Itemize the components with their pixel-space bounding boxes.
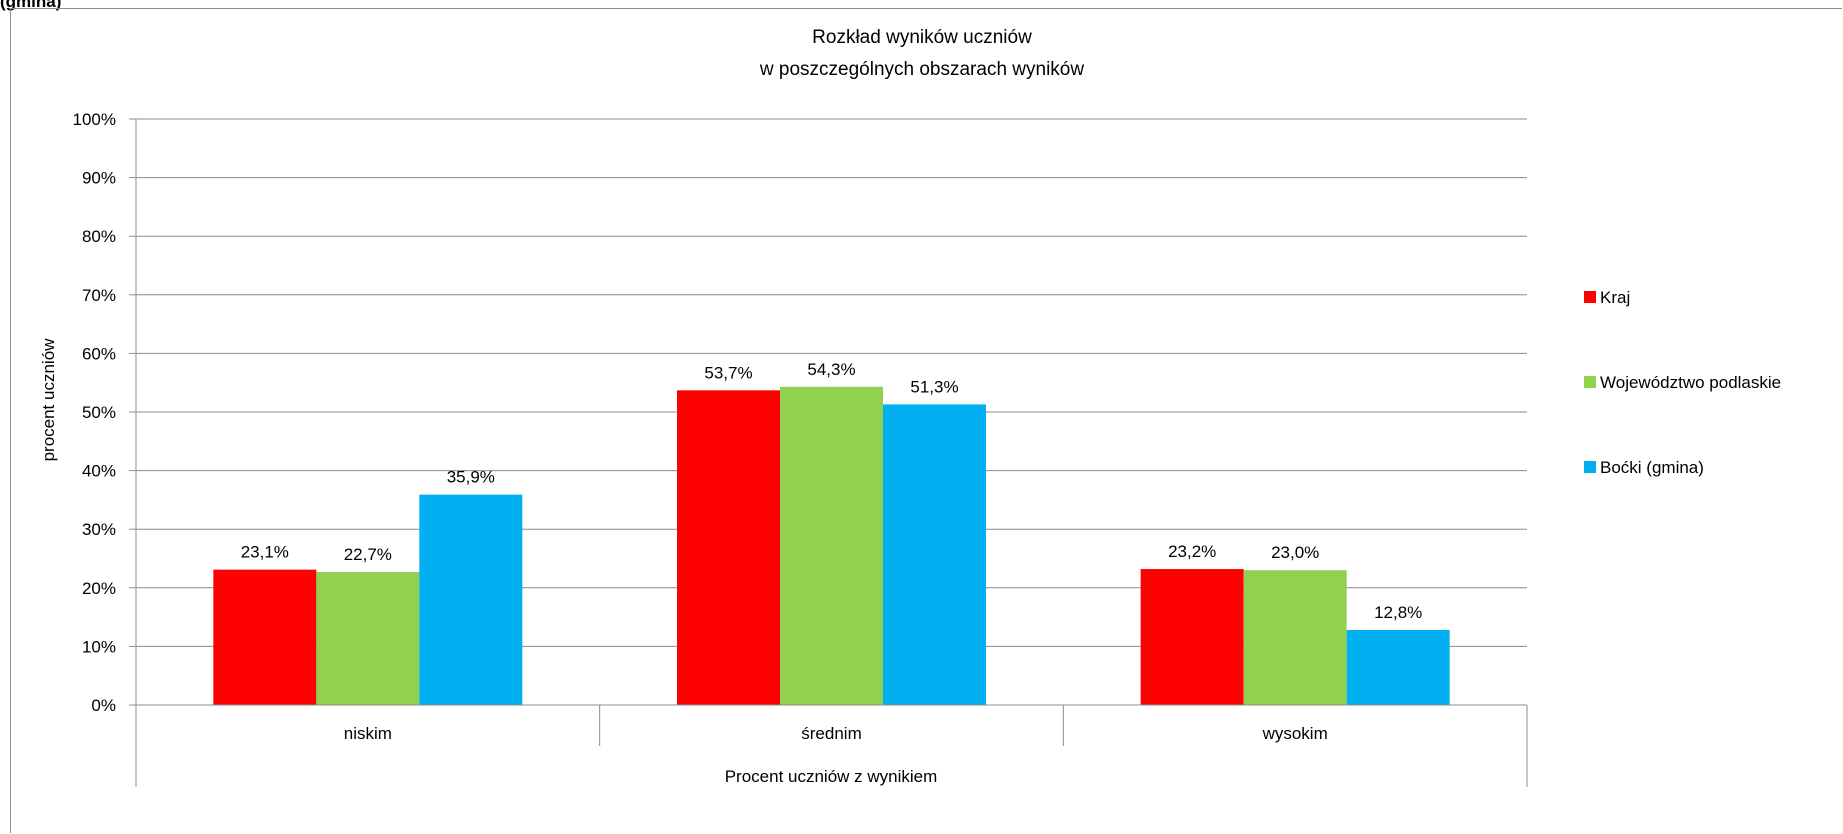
data-label: 12,8% — [1374, 603, 1422, 622]
bar — [677, 390, 780, 705]
y-tick-label: 40% — [82, 462, 116, 481]
x-tick-label: średnim — [801, 724, 861, 743]
data-labels: 23,1% 22,7% 35,9% 53,7% 54,3% 51,3% 23,2% 23,0%… — [241, 360, 1423, 622]
x-tick-label: niskim — [344, 724, 392, 743]
chart-title: Rozkład wyników uczniów — [812, 27, 1032, 48]
data-label: 53,7% — [704, 363, 752, 382]
legend: Kraj Województwo podlaskie Boćki (gmina) — [1584, 288, 1781, 477]
data-label: 23,1% — [241, 543, 289, 562]
legend-label: Boćki (gmina) — [1600, 458, 1704, 477]
bar — [1140, 569, 1244, 705]
y-tick-label: 30% — [82, 520, 116, 539]
y-tick-label: 90% — [82, 169, 116, 188]
header-fragment: (gmina) — [0, 0, 62, 11]
legend-swatch — [1584, 461, 1596, 473]
chart-frame — [10, 8, 1842, 833]
data-label: 35,9% — [447, 468, 495, 487]
y-axis-ticks: 0% 10% 20% 30% 40% 50% 60% 70% 80% 90% 100% — [73, 110, 136, 715]
y-tick-label: 100% — [73, 110, 116, 129]
y-tick-label: 20% — [82, 579, 116, 598]
y-tick-label: 0% — [91, 696, 116, 715]
data-label: 54,3% — [807, 360, 855, 379]
bars — [213, 386, 1450, 705]
legend-swatch — [1584, 291, 1596, 303]
legend-label: Województwo podlaskie — [1600, 373, 1781, 392]
x-axis-title: Procent uczniów z wynikiem — [725, 767, 938, 786]
x-axis: niskim średnim wysokim — [135, 119, 1528, 787]
x-tick-label: wysokim — [1262, 724, 1328, 743]
bar — [1243, 570, 1347, 705]
bar — [883, 404, 986, 705]
chart-subtitle: w poszczególnych obszarach wyników — [759, 59, 1084, 80]
y-tick-label: 70% — [82, 286, 116, 305]
data-label: 23,0% — [1271, 543, 1319, 562]
y-tick-label: 80% — [82, 227, 116, 246]
data-label: 51,3% — [910, 377, 958, 396]
bar — [213, 569, 317, 705]
bar — [419, 494, 523, 705]
data-label: 22,7% — [344, 545, 392, 564]
y-tick-label: 10% — [82, 637, 116, 656]
y-tick-label: 50% — [82, 403, 116, 422]
y-tick-label: 60% — [82, 344, 116, 363]
bar — [780, 386, 883, 705]
legend-swatch — [1584, 376, 1596, 388]
data-label: 23,2% — [1168, 542, 1216, 561]
y-axis-title: procent uczniów — [39, 338, 58, 462]
bar — [1346, 629, 1450, 705]
legend-label: Kraj — [1600, 288, 1630, 307]
bar — [316, 571, 420, 705]
